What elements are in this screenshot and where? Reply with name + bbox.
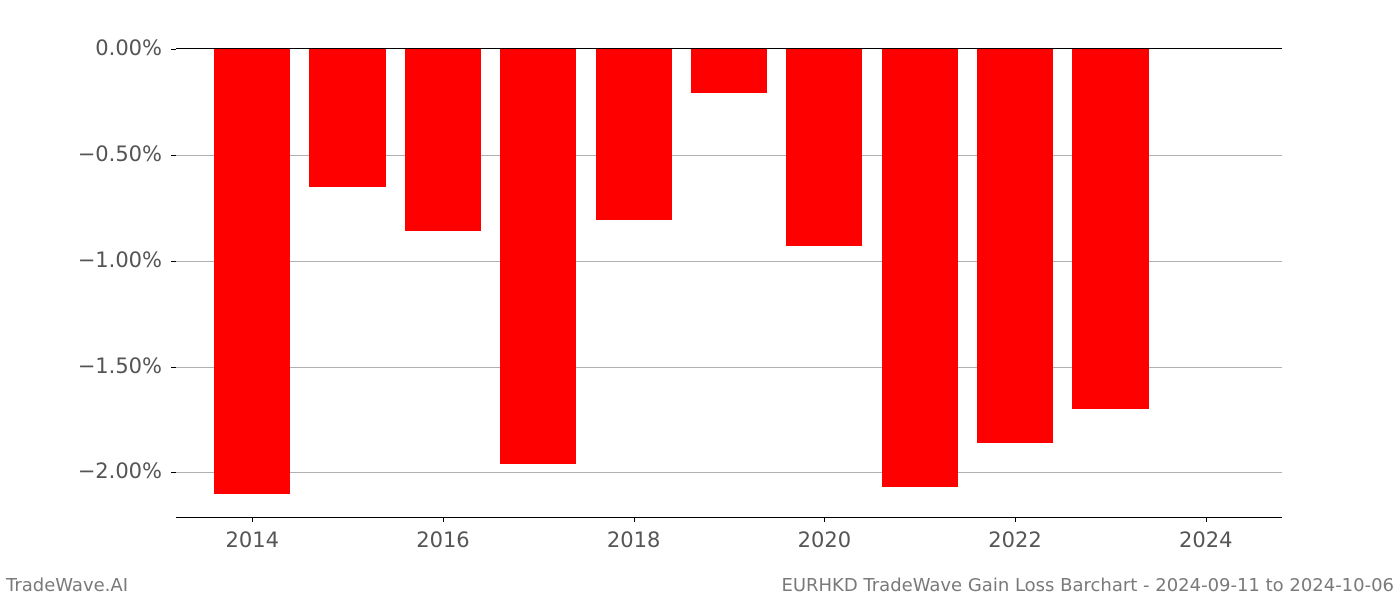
bar [214, 49, 290, 494]
bar [500, 49, 576, 464]
plot-area [176, 48, 1282, 518]
xtick-mark [443, 517, 444, 522]
ytick-mark [171, 49, 176, 50]
ytick-mark [171, 155, 176, 156]
xtick-label: 2024 [1179, 528, 1232, 552]
ytick-label: −1.00% [62, 248, 162, 272]
bar [786, 49, 862, 246]
footer-left-brand: TradeWave.AI [6, 575, 128, 596]
xtick-mark [634, 517, 635, 522]
bar [1072, 49, 1148, 409]
ytick-label: −2.00% [62, 459, 162, 483]
gridline [176, 472, 1282, 473]
xtick-label: 2018 [607, 528, 660, 552]
xtick-label: 2020 [798, 528, 851, 552]
xtick-label: 2014 [226, 528, 279, 552]
xtick-mark [1206, 517, 1207, 522]
ytick-mark [171, 472, 176, 473]
xtick-mark [824, 517, 825, 522]
bar [405, 49, 481, 231]
xtick-label: 2016 [416, 528, 469, 552]
footer-right-caption: EURHKD TradeWave Gain Loss Barchart - 20… [781, 575, 1394, 596]
bar [309, 49, 385, 187]
ytick-label: −0.50% [62, 142, 162, 166]
xtick-mark [1015, 517, 1016, 522]
bar [691, 49, 767, 93]
bar [882, 49, 958, 487]
xtick-mark [252, 517, 253, 522]
gain-loss-barchart: TradeWave.AI EURHKD TradeWave Gain Loss … [0, 0, 1400, 600]
xtick-label: 2022 [988, 528, 1041, 552]
bar [596, 49, 672, 220]
bar [977, 49, 1053, 443]
ytick-mark [171, 367, 176, 368]
ytick-label: −1.50% [62, 354, 162, 378]
ytick-label: 0.00% [62, 36, 162, 60]
ytick-mark [171, 261, 176, 262]
